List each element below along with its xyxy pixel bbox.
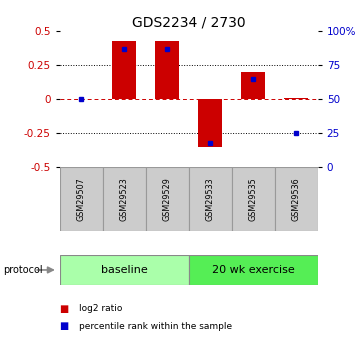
Text: GSM29507: GSM29507 (77, 177, 86, 221)
Bar (275, 167, 318, 231)
Text: log2 ratio: log2 ratio (79, 304, 123, 313)
Text: 20 wk exercise: 20 wk exercise (212, 265, 295, 275)
Text: ■: ■ (60, 304, 69, 314)
Bar (198, 99, 222, 147)
Bar (145, 167, 188, 231)
Text: GSM29536: GSM29536 (292, 177, 301, 221)
Bar (60, 167, 103, 231)
Text: ■: ■ (60, 321, 69, 331)
Bar (155, 41, 179, 99)
Text: baseline: baseline (101, 265, 148, 275)
Bar (103, 167, 145, 231)
Bar (188, 255, 318, 285)
Bar (241, 72, 265, 99)
Bar (188, 167, 232, 231)
Text: GSM29535: GSM29535 (249, 177, 258, 221)
Text: percentile rank within the sample: percentile rank within the sample (79, 322, 232, 331)
Bar (284, 98, 308, 99)
Bar (60, 255, 188, 285)
Bar (232, 167, 275, 231)
Title: GDS2234 / 2730: GDS2234 / 2730 (132, 16, 245, 30)
Text: GSM29533: GSM29533 (206, 177, 215, 221)
Bar (112, 41, 136, 99)
Text: GSM29529: GSM29529 (162, 177, 171, 221)
Text: protocol: protocol (4, 265, 43, 275)
Text: GSM29523: GSM29523 (119, 177, 129, 221)
